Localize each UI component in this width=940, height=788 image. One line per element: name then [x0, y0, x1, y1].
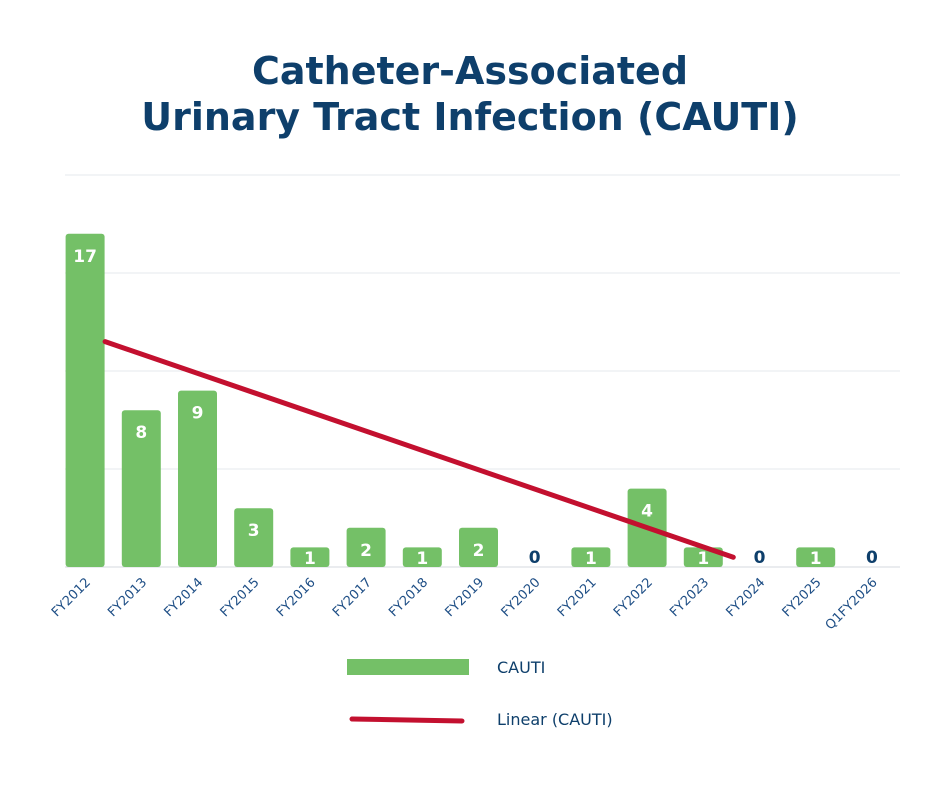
- data-label: 3: [248, 521, 260, 541]
- data-label: 0: [866, 548, 878, 568]
- data-label: 2: [473, 541, 485, 561]
- data-label: 1: [697, 549, 709, 569]
- x-tick-label: FY2012: [49, 575, 94, 620]
- trendline: [102, 339, 736, 560]
- data-label: 9: [192, 404, 204, 424]
- x-tick-label: FY2013: [105, 575, 150, 620]
- x-tick-label: FY2024: [723, 575, 768, 620]
- legend-swatch-trend: [349, 716, 465, 724]
- x-tick-label: FY2018: [386, 575, 431, 620]
- bar-FY2018: [402, 547, 442, 567]
- data-label: 4: [641, 502, 653, 522]
- data-label: 1: [810, 549, 822, 569]
- bar-FY2016: [290, 547, 330, 567]
- data-label: 1: [416, 549, 428, 569]
- data-label: 1: [304, 549, 316, 569]
- x-tick-label: Q1FY2026: [823, 575, 881, 633]
- x-tick-label: FY2014: [161, 575, 206, 620]
- bar-FY2014: [178, 390, 217, 567]
- x-tick-label: FY2023: [667, 575, 712, 620]
- x-tick-label: FY2021: [555, 575, 600, 620]
- x-tick-label: FY2020: [499, 575, 544, 620]
- bar-FY2019: [459, 527, 498, 567]
- data-label: 0: [754, 548, 766, 568]
- legend-label-cauti: CAUTI: [497, 658, 545, 677]
- title-line-1: Catheter-Associated: [251, 49, 689, 93]
- legend: CAUTI Linear (CAUTI): [347, 658, 613, 729]
- x-tick-label: FY2022: [611, 575, 656, 620]
- data-label: 2: [360, 541, 372, 561]
- x-tick-label: FY2019: [442, 575, 487, 620]
- bar-FY2017: [346, 527, 386, 567]
- data-label: 1: [585, 549, 597, 569]
- bar-FY2013: [121, 410, 161, 567]
- x-tick-label: FY2015: [218, 575, 263, 620]
- data-label: 17: [73, 247, 97, 267]
- legend-swatch-cauti: [347, 659, 469, 675]
- data-label: 8: [135, 423, 147, 443]
- data-label: 0: [529, 548, 541, 568]
- bar-FY2015: [234, 508, 274, 567]
- bar-FY2012: [65, 233, 105, 568]
- x-tick-label: FY2016: [274, 575, 319, 620]
- bar-FY2021: [571, 547, 611, 567]
- x-tick-label: FY2017: [330, 575, 375, 620]
- chart-title: Catheter-Associated Urinary Tract Infect…: [0, 48, 940, 140]
- bar-FY2025: [796, 547, 836, 567]
- title-line-2: Urinary Tract Infection (CAUTI): [141, 95, 799, 139]
- legend-label-trend: Linear (CAUTI): [497, 710, 613, 729]
- x-tick-label: FY2025: [780, 575, 825, 620]
